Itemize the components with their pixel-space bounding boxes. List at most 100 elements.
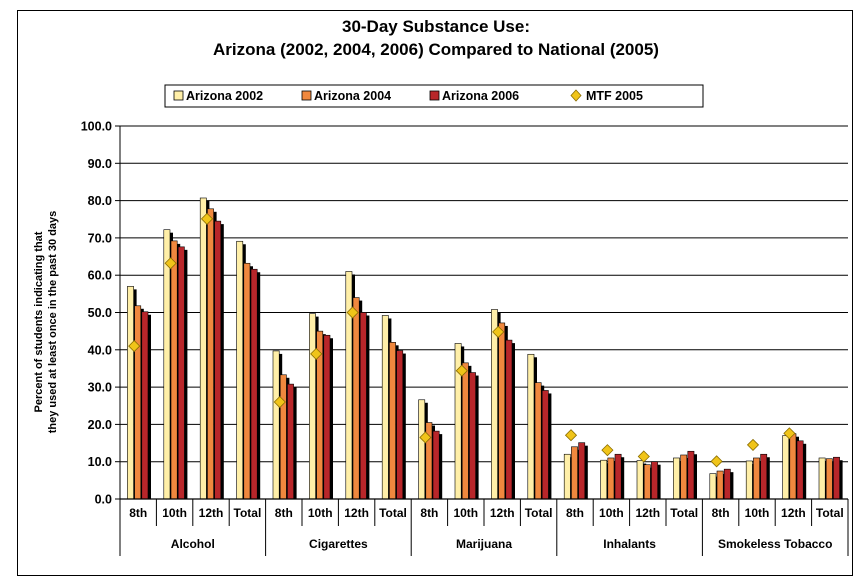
x-category-label: 12th xyxy=(635,506,660,520)
y-tick-label: 80.0 xyxy=(88,194,112,208)
x-category-label: 10th xyxy=(308,506,333,520)
bar-arizona-2004 xyxy=(680,454,688,500)
bar-arizona-2002 xyxy=(709,473,717,500)
marker-mtf-2005 xyxy=(455,364,468,377)
bar-arizona-2006 xyxy=(687,450,695,500)
x-category-label: 8th xyxy=(129,506,147,520)
y-axis-title-line-2: they used at least once in the past 30 d… xyxy=(47,211,59,434)
bar-shadow-arizona-2006 xyxy=(548,393,552,499)
marker-mtf-2005 xyxy=(746,438,760,451)
bar-arizona-2006 xyxy=(833,456,840,500)
bar-arizona-2002 xyxy=(163,229,171,500)
bar-arizona-2002 xyxy=(418,399,426,500)
bar-shadow-arizona-2006 xyxy=(148,314,151,499)
bar-shadow-arizona-2006 xyxy=(330,338,333,499)
bar-arizona-2006 xyxy=(287,383,294,500)
bar-shadow-arizona-2006 xyxy=(803,443,807,499)
bar-arizona-2002 xyxy=(600,459,608,500)
x-group-label-inhalants: Inhalants xyxy=(603,537,656,551)
chart-canvas: 30-Day Substance Use: Arizona (2002, 200… xyxy=(33,17,849,556)
marker-mtf-2005 xyxy=(710,455,723,468)
bar-shadow-arizona-2006 xyxy=(475,375,479,499)
y-tick-label: 70.0 xyxy=(88,231,112,245)
y-tick-label: 60.0 xyxy=(88,269,112,283)
bar-shadow-arizona-2006 xyxy=(366,315,370,499)
x-category-label: 10th xyxy=(745,506,770,520)
bar-arizona-2006 xyxy=(614,453,622,500)
chart-title-line-1: 30-Day Substance Use: xyxy=(342,17,530,36)
bar-arizona-2002 xyxy=(818,457,826,500)
marker-mtf-2005 xyxy=(128,340,141,353)
bar-arizona-2002 xyxy=(272,350,280,500)
bar-arizona-2002 xyxy=(636,460,644,500)
marker-mtf-2005 xyxy=(419,431,432,444)
bar-arizona-2006 xyxy=(141,311,149,500)
x-category-label: Total xyxy=(234,506,262,520)
marker-mtf-2005 xyxy=(492,325,505,338)
y-tick-labels: 0.0 10.0 20.0 30.0 40.0 50.0 60.0 70.0 80.0 90.0 1… xyxy=(81,120,120,507)
x-category-label: Total xyxy=(816,506,844,520)
legend-label-arizona-2002: Arizona 2002 xyxy=(186,89,263,103)
legend-swatch-arizona-2006 xyxy=(429,90,440,101)
bar-shadow-arizona-2006 xyxy=(512,343,515,499)
bar-arizona-2006 xyxy=(505,339,513,500)
marker-mtf-2005 xyxy=(346,306,359,319)
y-tick-label: 40.0 xyxy=(88,343,112,357)
chart-frame: 30-Day Substance Use: Arizona (2002, 200… xyxy=(17,10,853,576)
legend-swatch-arizona-2002 xyxy=(173,90,184,101)
bar-arizona-2006 xyxy=(651,461,658,500)
bar-arizona-2002 xyxy=(127,286,134,500)
marker-mtf-2005 xyxy=(310,347,323,360)
bar-arizona-2002 xyxy=(782,435,790,500)
legend-item-arizona-2004: Arizona 2004 xyxy=(301,89,391,103)
legend-label-arizona-2006: Arizona 2006 xyxy=(442,89,519,103)
bar-shadow-arizona-2006 xyxy=(657,464,661,499)
x-category-label: 8th xyxy=(275,506,293,520)
bar-arizona-2004 xyxy=(134,305,142,500)
bar-arizona-2002 xyxy=(309,313,316,500)
legend-item-arizona-2002: Arizona 2002 xyxy=(173,89,263,103)
bar-shadow-arizona-2006 xyxy=(184,249,188,499)
bar-shadow-arizona-2006 xyxy=(257,272,261,499)
x-category-label: 10th xyxy=(599,506,624,520)
bar-arizona-2002 xyxy=(199,197,207,500)
bar-arizona-2004 xyxy=(243,262,251,500)
x-group-label-alcohol: Alcohol xyxy=(171,537,215,551)
bar-shadow-arizona-2006 xyxy=(293,387,297,499)
bar-arizona-2006 xyxy=(760,453,768,500)
x-category-labels: 8th 10th 12th Total 8th 10th 12th Total 8th 10th 1… xyxy=(129,506,843,520)
legend-label-arizona-2004: Arizona 2004 xyxy=(314,89,391,103)
y-tick-label: 30.0 xyxy=(88,381,112,395)
y-tick-label: 0.0 xyxy=(95,493,112,507)
bar-shadow-arizona-2006 xyxy=(584,445,588,499)
bar-arizona-2004 xyxy=(352,297,360,500)
bars xyxy=(127,197,843,500)
x-category-label: Total xyxy=(525,506,553,520)
chart-title-line-2: Arizona (2002, 2004, 2006) Compared to N… xyxy=(213,40,659,59)
marker-mtf-2005 xyxy=(273,395,286,409)
x-category-label: 12th xyxy=(199,506,224,520)
bar-arizona-2006 xyxy=(578,442,586,500)
bar-shadow-arizona-2006 xyxy=(839,460,843,499)
bar-shadow-arizona-2006 xyxy=(402,353,406,499)
x-group-label-cigarettes: Cigarettes xyxy=(309,537,368,551)
bar-shadow-arizona-2006 xyxy=(439,434,443,499)
x-group-labels: Alcohol Cigarettes Marijuana Inhalants Smoke… xyxy=(171,537,833,551)
bar-arizona-2006 xyxy=(469,372,476,500)
gridlines xyxy=(120,125,848,463)
bar-arizona-2004 xyxy=(279,374,287,500)
legend-item-mtf-2005: MTF 2005 xyxy=(570,89,643,103)
bar-arizona-2002 xyxy=(527,353,535,500)
bar-shadow-arizona-2006 xyxy=(730,472,734,499)
bar-arizona-2004 xyxy=(643,464,651,500)
bar-arizona-2004 xyxy=(389,342,396,500)
x-category-label: 12th xyxy=(344,506,369,520)
x-category-label: 12th xyxy=(490,506,515,520)
y-tick-label: 20.0 xyxy=(88,418,112,432)
bar-arizona-2002 xyxy=(345,271,353,500)
bar-arizona-2006 xyxy=(250,268,258,500)
bar-arizona-2004 xyxy=(716,470,724,500)
axes xyxy=(119,126,849,556)
bar-arizona-2004 xyxy=(789,433,797,500)
bar-arizona-2002 xyxy=(381,315,389,500)
